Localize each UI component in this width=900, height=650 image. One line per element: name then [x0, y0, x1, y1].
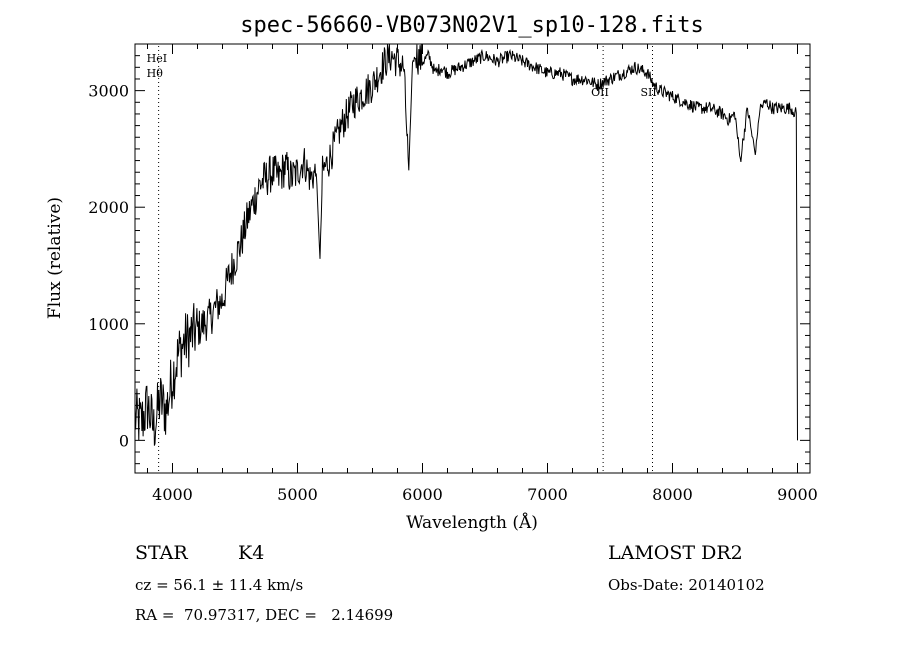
spectrum-chart: spec-56660-VB073N02V1_sp10-128.fits HeIH… [45, 13, 818, 533]
redshift-cz: cz = 56.1 ± 11.4 km/s [135, 576, 304, 594]
y-tick-label: 3000 [88, 82, 129, 101]
plot-frame [134, 43, 811, 474]
x-tick-label: 9000 [777, 485, 818, 504]
x-tick-label: 7000 [527, 485, 568, 504]
x-tick-label: 5000 [277, 485, 318, 504]
spectrum-line [134, 43, 798, 446]
y-tick-label: 2000 [88, 198, 129, 217]
line-marker-label: Hθ [147, 67, 164, 80]
object-class: STAR [135, 542, 188, 564]
line-marker-label: HeI [147, 52, 167, 65]
y-axis-label: Flux (relative) [45, 197, 65, 319]
y-tick-label: 0 [119, 431, 129, 450]
line-markers: HeI Hθ OII SII [147, 46, 657, 473]
survey-name: LAMOST DR2 [608, 542, 743, 564]
x-tick-label: 6000 [402, 485, 443, 504]
coordinates: RA = 70.97317, DEC = 2.14699 [135, 606, 394, 624]
x-axis-label: Wavelength (Å) [406, 512, 538, 533]
observation-date: Obs-Date: 20140102 [608, 576, 765, 594]
y-tick-label: 1000 [88, 315, 129, 334]
x-tick-label: 4000 [152, 485, 193, 504]
axis-ticks [135, 43, 810, 473]
x-tick-label: 8000 [652, 485, 693, 504]
chart-title: spec-56660-VB073N02V1_sp10-128.fits [240, 13, 704, 38]
line-marker-label: SII [641, 86, 657, 99]
object-subclass: K4 [238, 542, 265, 564]
line-marker-label: OII [591, 86, 609, 99]
tick-labels: 4000 5000 6000 7000 8000 9000 0 1000 2000 3000 [88, 82, 818, 504]
